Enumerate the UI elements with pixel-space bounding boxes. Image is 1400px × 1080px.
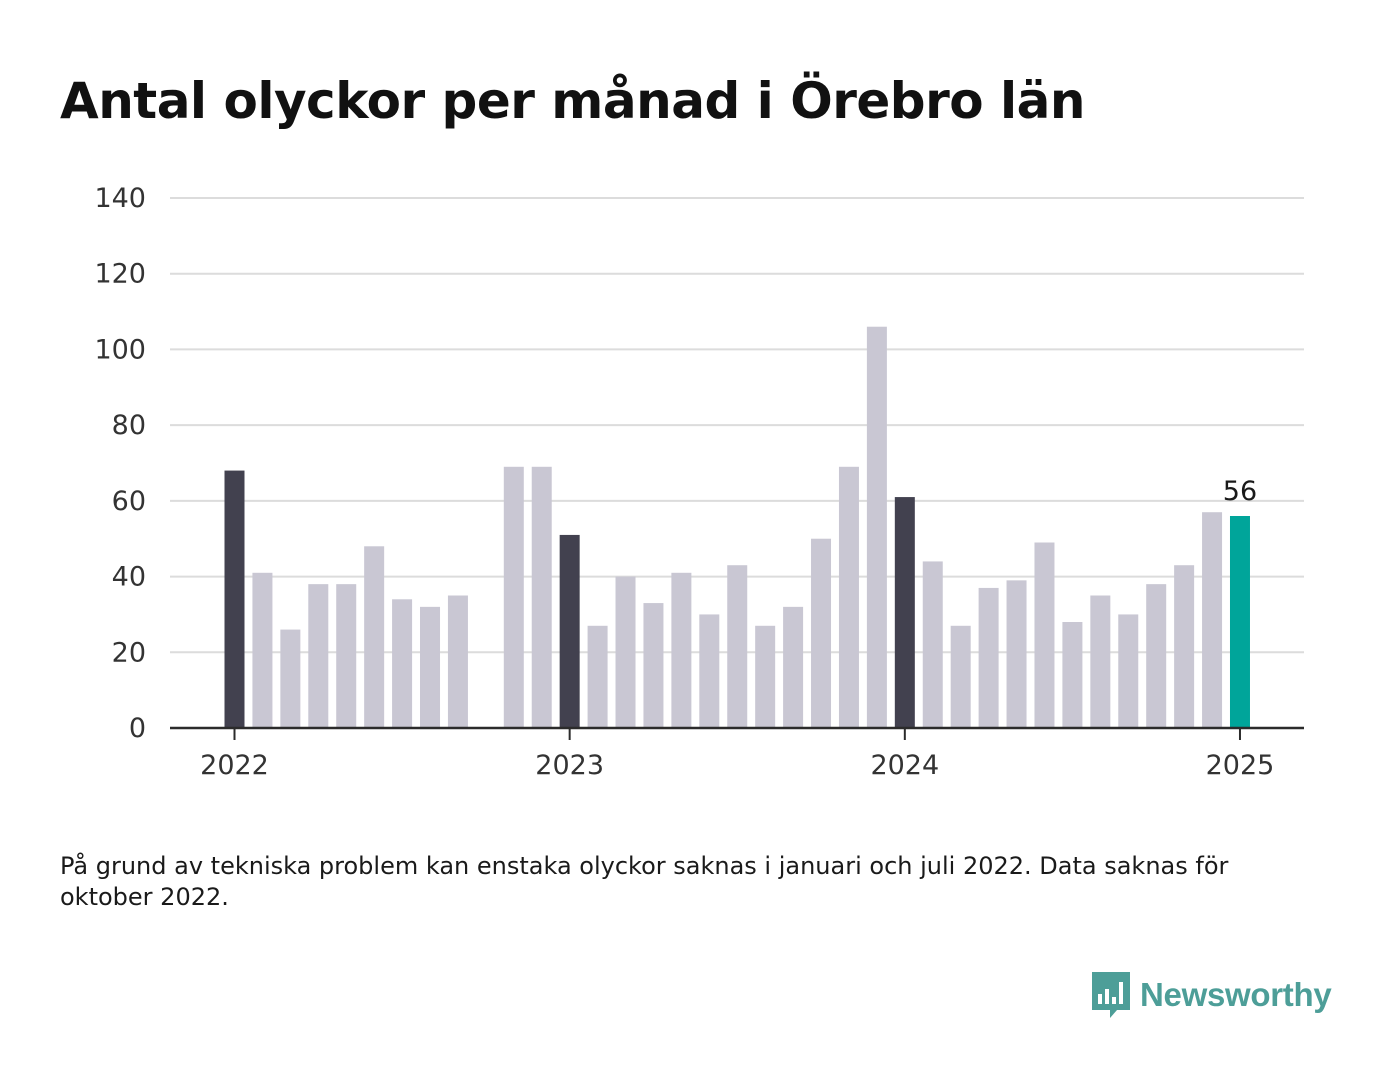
newsworthy-logo-icon	[1092, 972, 1130, 1018]
bars	[224, 326, 1250, 728]
bar	[587, 625, 608, 728]
footnote: På grund av tekniska problem kan enstaka…	[60, 852, 1229, 911]
bar	[978, 587, 999, 728]
bar	[336, 584, 357, 728]
bar	[1090, 595, 1111, 728]
bar	[1146, 584, 1167, 728]
bar	[447, 595, 468, 728]
bar	[392, 599, 413, 728]
bar	[1174, 565, 1195, 728]
x-axis	[170, 726, 1304, 740]
bar	[671, 572, 692, 728]
bar	[1062, 622, 1083, 728]
y-tick-label: 60	[112, 486, 146, 517]
bar	[1202, 512, 1223, 728]
bar	[1006, 580, 1027, 728]
bar	[420, 606, 441, 728]
bar	[503, 466, 524, 728]
bar	[838, 466, 859, 728]
y-tick-label: 120	[94, 259, 146, 290]
bar	[308, 584, 329, 728]
x-tick-label: 2025	[1206, 750, 1275, 781]
bar	[531, 466, 552, 728]
y-tick-label: 0	[129, 713, 146, 744]
y-tick-label: 140	[94, 183, 146, 214]
x-axis-tick-labels: 2022 2023 2024 2025	[200, 750, 1274, 781]
brand-logo[interactable]: Newsworthy	[1090, 970, 1332, 1020]
y-axis-tick-labels: 0 20 40 60 80 100 120 140	[94, 183, 146, 744]
bar	[783, 606, 804, 728]
bar	[894, 497, 915, 728]
bar	[922, 561, 943, 728]
x-tick-label: 2023	[535, 750, 604, 781]
bar	[1034, 542, 1055, 728]
data-labels: 56	[1223, 476, 1257, 507]
bar	[866, 326, 887, 728]
bar	[643, 603, 664, 728]
data-label: 56	[1223, 476, 1257, 507]
bar	[615, 576, 636, 728]
bar	[755, 625, 776, 728]
y-tick-label: 80	[112, 410, 146, 441]
x-tick-label: 2022	[200, 750, 269, 781]
bar	[1118, 614, 1139, 728]
bar-chart: 0 20 40 60 80 100 120 140 2022 2023 2024 2025 56	[94, 183, 1304, 781]
bar	[699, 614, 720, 728]
bar	[280, 629, 301, 728]
y-tick-label: 40	[112, 562, 146, 593]
bar	[224, 470, 245, 728]
chart-title: Antal olyckor per månad i Örebro län	[60, 72, 1085, 130]
brand-name: Newsworthy	[1140, 976, 1332, 1013]
bar	[950, 625, 971, 728]
x-tick-label: 2024	[870, 750, 939, 781]
bar	[811, 538, 832, 728]
bar	[727, 565, 748, 728]
y-tick-label: 100	[94, 334, 146, 365]
bar	[1229, 516, 1250, 728]
bar	[559, 534, 580, 728]
y-tick-label: 20	[112, 637, 146, 668]
bar	[252, 572, 273, 728]
bar	[364, 546, 385, 728]
